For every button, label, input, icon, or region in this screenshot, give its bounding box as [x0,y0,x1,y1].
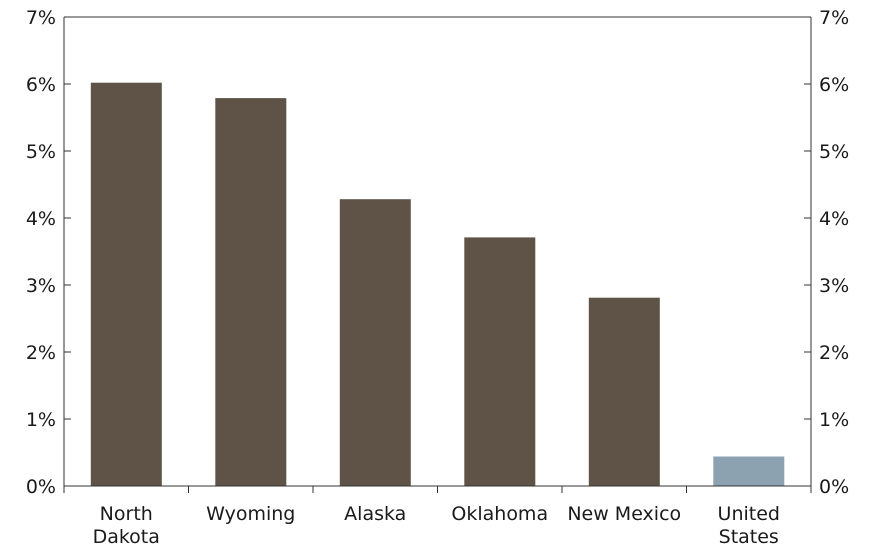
bar-wyoming [215,98,287,486]
left-y-tick-label: 2% [26,342,56,364]
left-y-tick-label: 4% [26,208,56,230]
bar-oklahoma [464,237,536,486]
left-y-axis: 0% 1% 2% 3% 4% 5% 6% 7% [26,7,71,498]
left-y-tick-label: 7% [26,7,56,29]
x-tick-label: United States [718,503,780,548]
right-y-tick-label: 5% [819,141,849,163]
left-y-tick-label: 3% [26,275,56,297]
right-y-tick-label: 1% [819,409,849,431]
x-tick-label: North Dakota [93,503,160,548]
left-y-tick-label: 0% [26,476,56,498]
bar-north-dakota [90,82,162,486]
bar-new-mexico [588,297,660,486]
x-tick-label: New Mexico [567,503,681,525]
x-tick-label: Alaska [344,503,406,525]
plot-frame [63,16,812,486]
right-y-axis: 0% 1% 2% 3% 4% 5% 6% 7% [804,7,849,498]
left-y-tick-label: 5% [26,141,56,163]
bars [90,82,785,486]
right-y-tick-label: 4% [819,208,849,230]
bar-united-states [713,456,785,486]
x-tick-label: Wyoming [206,503,295,525]
bar-alaska [339,199,411,486]
right-y-tick-label: 0% [819,476,849,498]
right-y-tick-label: 2% [819,342,849,364]
right-y-tick-label: 7% [819,7,849,29]
x-tick-label: Oklahoma [451,503,548,525]
left-y-tick-label: 1% [26,409,56,431]
x-axis: North Dakota Wyoming Alaska Oklahoma New Mexi… [63,485,812,548]
right-y-tick-label: 6% [819,74,849,96]
right-y-tick-label: 3% [819,275,849,297]
left-y-tick-label: 6% [26,74,56,96]
